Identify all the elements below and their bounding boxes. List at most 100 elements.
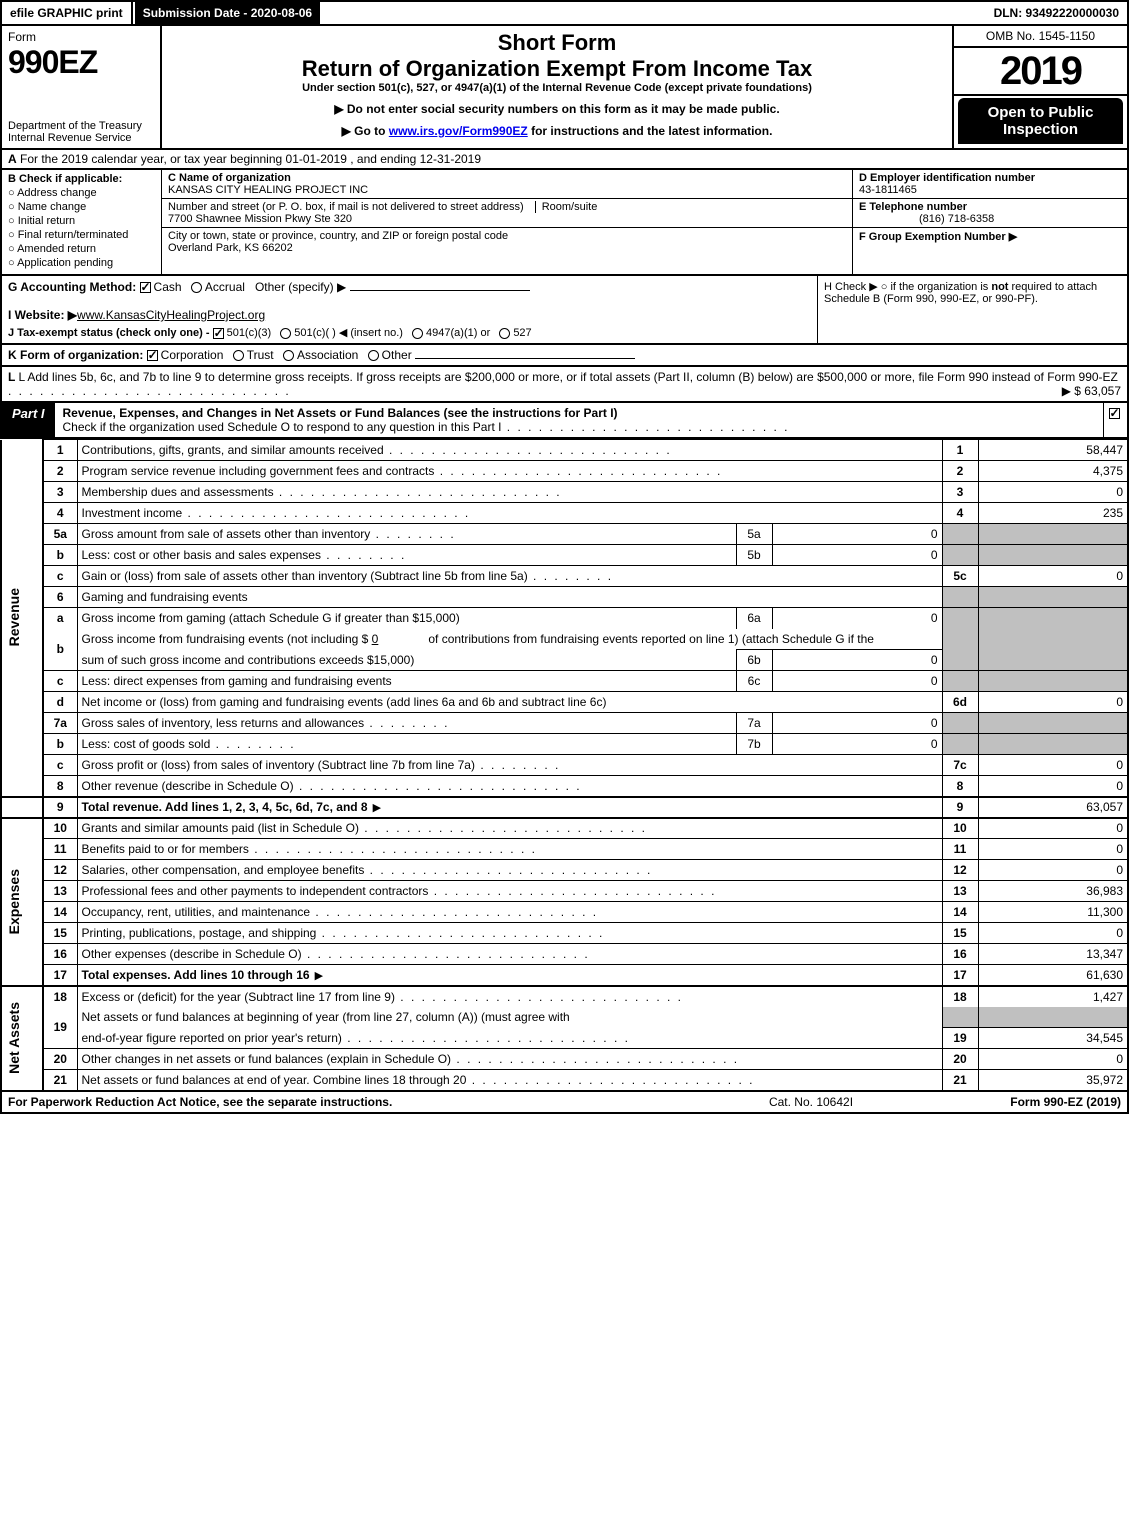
val-3: 0	[978, 482, 1128, 503]
grey-5b	[942, 545, 978, 566]
page-footer: For Paperwork Reduction Act Notice, see …	[0, 1092, 1129, 1114]
chk-accrual[interactable]	[191, 282, 202, 293]
table-row: 20 Other changes in net assets or fund b…	[1, 1049, 1128, 1070]
ln-19: 19	[43, 1007, 77, 1049]
chk-4947[interactable]	[412, 328, 423, 339]
h-column: H Check ▶ ○ if the organization is not r…	[817, 276, 1127, 343]
val-5c: 0	[978, 566, 1128, 587]
table-row: 3 Membership dues and assessments 3 0	[1, 482, 1128, 503]
other-specify-input[interactable]	[350, 290, 530, 291]
num-10: 10	[942, 818, 978, 839]
k-row: K Form of organization: Corporation Trus…	[0, 345, 1129, 367]
num-5c: 5c	[942, 566, 978, 587]
city-value: Overland Park, KS 66202	[168, 242, 293, 254]
mini-ln-7a: 7a	[736, 713, 772, 734]
arrow-9	[368, 800, 384, 814]
h-not: not	[991, 281, 1008, 293]
table-row: 12 Salaries, other compensation, and emp…	[1, 860, 1128, 881]
phone-cell: E Telephone number (816) 718-6358	[853, 198, 1127, 227]
num-18: 18	[942, 986, 978, 1007]
table-row: 2 Program service revenue including gove…	[1, 461, 1128, 482]
num-19: 19	[942, 1028, 978, 1049]
desc-17: Total expenses. Add lines 10 through 16	[77, 965, 942, 986]
mini-ln-6b: 6b	[736, 650, 772, 671]
chk-application-pending[interactable]: Application pending	[8, 257, 155, 269]
lbl-accrual: Accrual	[205, 280, 245, 294]
chk-address-change[interactable]: Address change	[8, 187, 155, 199]
num-4: 4	[942, 503, 978, 524]
desc-5c: Gain or (loss) from sale of assets other…	[77, 566, 942, 587]
ln-4: 4	[43, 503, 77, 524]
tax-year: 2019	[954, 48, 1127, 96]
lbl-corporation: Corporation	[161, 348, 224, 362]
table-row: Expenses 10 Grants and similar amounts p…	[1, 818, 1128, 839]
val-4: 235	[978, 503, 1128, 524]
phone-value: (816) 718-6358	[859, 213, 994, 225]
grey-5a-v	[978, 524, 1128, 545]
ln-6d: d	[43, 692, 77, 713]
grey-6-v	[978, 587, 1128, 608]
ln-8: 8	[43, 776, 77, 797]
ln-7c: c	[43, 755, 77, 776]
chk-527[interactable]	[499, 328, 510, 339]
header-center: Short Form Return of Organization Exempt…	[162, 26, 952, 148]
desc-6c: Less: direct expenses from gaming and fu…	[77, 671, 736, 692]
column-b: B Check if applicable: Address change Na…	[2, 170, 162, 274]
num-2: 2	[942, 461, 978, 482]
d6b-post: of contributions from fundraising events…	[425, 632, 874, 646]
ln-21: 21	[43, 1070, 77, 1091]
irs-link[interactable]: www.irs.gov/Form990EZ	[389, 124, 528, 138]
chk-amended[interactable]: Amended return	[8, 243, 155, 255]
desc-5a: Gross amount from sale of assets other t…	[77, 524, 736, 545]
footer-right: Form 990-EZ (2019)	[941, 1095, 1121, 1109]
row-a-label: A	[8, 152, 17, 166]
desc-7c: Gross profit or (loss) from sales of inv…	[77, 755, 942, 776]
l-amount: ▶ $ 63,057	[1062, 384, 1121, 398]
grey-6b2	[942, 650, 978, 671]
chk-corporation[interactable]	[147, 350, 158, 361]
chk-association[interactable]	[283, 350, 294, 361]
num-11: 11	[942, 839, 978, 860]
chk-name-change[interactable]: Name change	[8, 201, 155, 213]
ln-12: 12	[43, 860, 77, 881]
part1-checkbox[interactable]	[1103, 403, 1127, 437]
table-row: 8 Other revenue (describe in Schedule O)…	[1, 776, 1128, 797]
part1-tab: Part I	[2, 403, 55, 437]
part1-title: Revenue, Expenses, and Changes in Net As…	[55, 403, 1103, 437]
desc-4: Investment income	[77, 503, 942, 524]
table-row: 17 Total expenses. Add lines 10 through …	[1, 965, 1128, 986]
org-name: KANSAS CITY HEALING PROJECT INC	[168, 184, 368, 196]
chk-initial-return[interactable]: Initial return	[8, 215, 155, 227]
ln-6b: b	[43, 629, 77, 671]
chk-trust[interactable]	[233, 350, 244, 361]
table-row: b Gross income from fundraising events (…	[1, 629, 1128, 650]
chk-cash[interactable]	[140, 282, 151, 293]
chk-final-return[interactable]: Final return/terminated	[8, 229, 155, 241]
efile-button[interactable]: efile GRAPHIC print	[2, 2, 133, 24]
desc-6d: Net income or (loss) from gaming and fun…	[77, 692, 942, 713]
desc-6b-2: sum of such gross income and contributio…	[77, 650, 736, 671]
table-row: end-of-year figure reported on prior yea…	[1, 1028, 1128, 1049]
table-row: 16 Other expenses (describe in Schedule …	[1, 944, 1128, 965]
row-a-tax-year: A For the 2019 calendar year, or tax yea…	[0, 150, 1129, 170]
val-9: 63,057	[978, 797, 1128, 818]
chk-other-org[interactable]	[368, 350, 379, 361]
ln-9: 9	[43, 797, 77, 818]
ln-18: 18	[43, 986, 77, 1007]
other-org-input[interactable]	[415, 358, 635, 359]
desc-3: Membership dues and assessments	[77, 482, 942, 503]
room-label: Room/suite	[535, 201, 598, 213]
chk-schedule-o[interactable]	[1109, 408, 1120, 419]
mini-ln-6a: 6a	[736, 608, 772, 629]
num-3: 3	[942, 482, 978, 503]
chk-501c[interactable]	[280, 328, 291, 339]
website-link[interactable]: www.KansasCityHealingProject.org	[77, 308, 265, 322]
grey-7b-v	[978, 734, 1128, 755]
table-row: 7a Gross sales of inventory, less return…	[1, 713, 1128, 734]
val-18: 1,427	[978, 986, 1128, 1007]
table-row: 19 Net assets or fund balances at beginn…	[1, 1007, 1128, 1028]
desc-19-2: end-of-year figure reported on prior yea…	[77, 1028, 942, 1049]
g-i-j-column: G Accounting Method: Cash Accrual Other …	[2, 276, 817, 343]
chk-501c3[interactable]	[213, 328, 224, 339]
column-c: C Name of organization KANSAS CITY HEALI…	[162, 170, 852, 274]
